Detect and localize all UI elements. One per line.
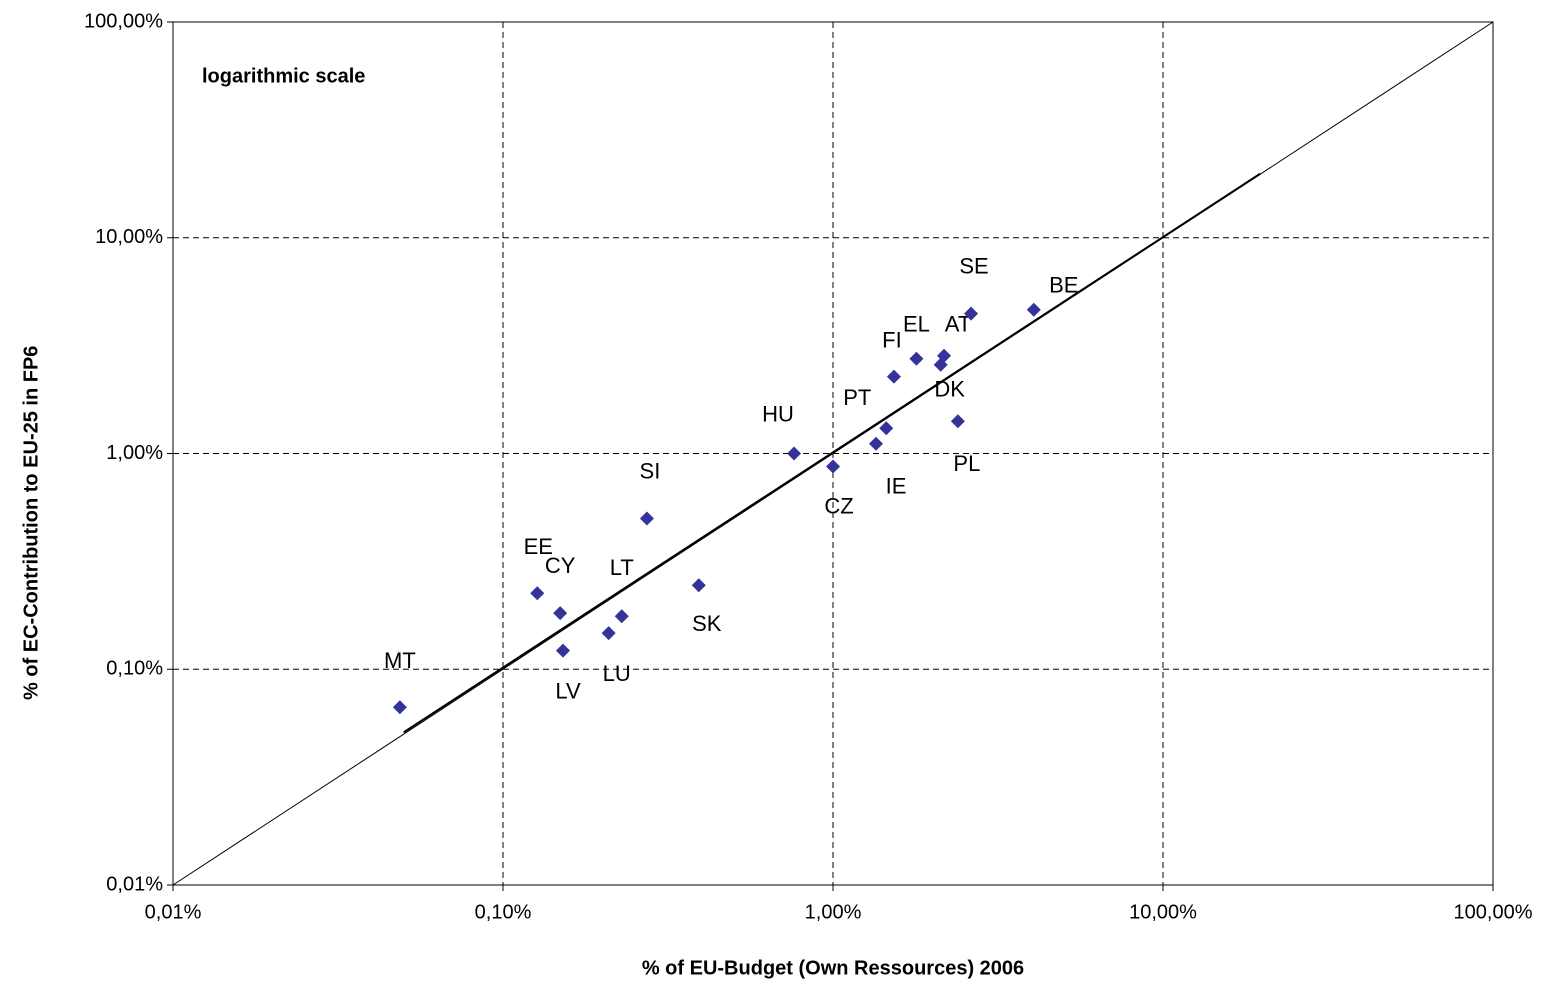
point-label: LT: [610, 555, 634, 580]
x-tick-label: 1,00%: [805, 901, 862, 923]
point-label: HU: [762, 401, 794, 426]
point-label: PT: [843, 385, 871, 410]
x-tick-label: 10,00%: [1129, 901, 1197, 923]
point-label: SE: [959, 253, 988, 278]
point-label: LU: [603, 661, 631, 686]
x-tick-label: 100,00%: [1454, 901, 1533, 923]
data-point: [909, 351, 924, 366]
data-point: [556, 643, 571, 658]
data-point: [787, 446, 802, 461]
data-point: [886, 369, 901, 384]
x-tick-label: 0,10%: [475, 901, 532, 923]
point-label: PL: [953, 451, 980, 476]
y-tick-label: 10,00%: [95, 226, 163, 248]
data-point: [937, 348, 952, 363]
point-label: CY: [545, 553, 576, 578]
x-axis-title: % of EU-Budget (Own Ressources) 2006: [642, 957, 1024, 979]
point-label: BE: [1049, 273, 1078, 298]
point-label: CZ: [824, 493, 853, 518]
annotation: logarithmic scale: [202, 65, 365, 87]
data-point: [826, 459, 840, 474]
y-axis-title: % of EC-Contribution to EU-25 in FP6: [20, 346, 42, 700]
point-label: EL: [903, 312, 930, 337]
y-tick-label: 0,10%: [106, 658, 163, 680]
point-label: EE: [524, 534, 553, 559]
point-label: IE: [886, 474, 907, 499]
point-label: DK: [934, 377, 965, 402]
data-point: [553, 606, 568, 621]
data-point: [530, 586, 545, 601]
y-tick-label: 0,01%: [106, 873, 163, 895]
data-point: [964, 306, 979, 321]
x-tick-label: 0,01%: [145, 901, 202, 923]
point-label: FI: [882, 327, 902, 352]
data-point: [869, 436, 884, 451]
data-point: [1026, 302, 1041, 317]
data-point: [601, 626, 616, 641]
point-label: MT: [384, 648, 416, 673]
data-point: [639, 511, 654, 526]
trendline: [403, 172, 1261, 734]
data-point: [879, 421, 894, 436]
point-label: SI: [640, 458, 661, 483]
data-point: [614, 609, 629, 624]
y-tick-label: 1,00%: [106, 442, 163, 464]
point-label: SK: [692, 611, 722, 636]
point-label: LV: [555, 678, 581, 703]
data-point: [950, 414, 965, 429]
data-point: [691, 578, 706, 593]
data-point: [392, 700, 407, 715]
y-tick-label: 100,00%: [84, 10, 163, 32]
